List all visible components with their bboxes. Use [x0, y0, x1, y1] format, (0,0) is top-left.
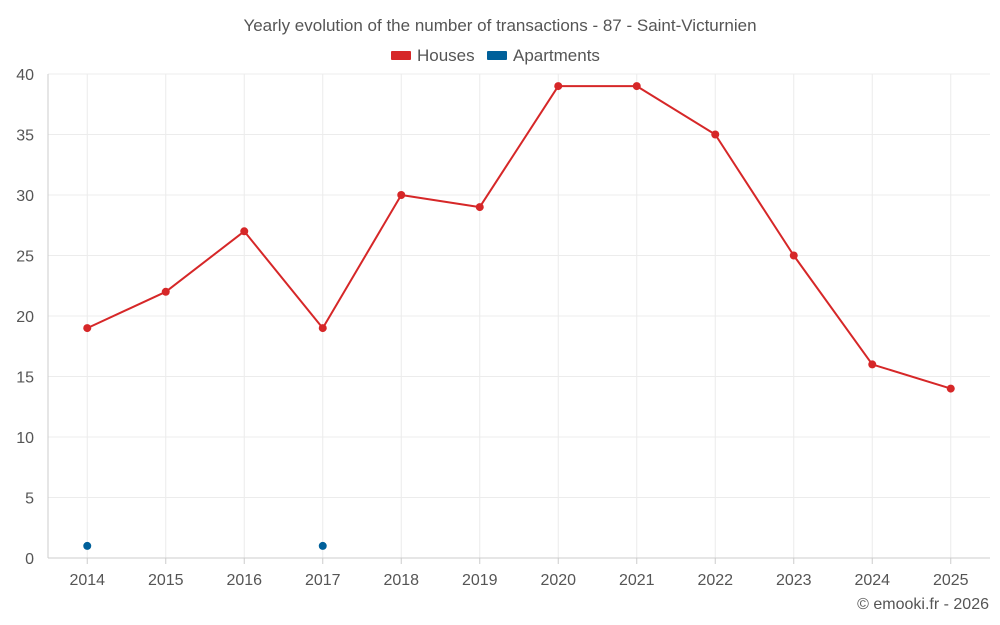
x-tick-label-2025: 2025 [933, 572, 969, 589]
series-line-houses [86, 85, 952, 390]
x-tick-label-2023: 2023 [776, 572, 812, 589]
x-tick-label-2019: 2019 [462, 572, 498, 589]
x-tick-label-2018: 2018 [383, 572, 419, 589]
legend-item-apartments[interactable]: Apartments [487, 46, 600, 65]
data-point-houses-2023 [789, 251, 798, 260]
data-point-houses-2025 [946, 384, 955, 393]
footer-credit: © emooki.fr - 2026 [857, 596, 989, 613]
x-tick-label-2022: 2022 [697, 572, 733, 589]
x-tick-label-2024: 2024 [854, 572, 890, 589]
y-tick-label-20: 20 [16, 309, 34, 326]
data-point-houses-2015 [161, 287, 170, 296]
data-point-houses-2024 [868, 360, 877, 369]
data-point-houses-2017 [318, 324, 327, 333]
data-point-houses-2019 [475, 203, 484, 212]
legend-item-houses[interactable]: Houses [391, 46, 475, 65]
grid [48, 73, 990, 558]
data-point-houses-2021 [632, 82, 641, 91]
legend-label-apartments: Apartments [513, 46, 600, 65]
x-tick-label-2020: 2020 [540, 572, 576, 589]
legend-swatch-apartments [487, 51, 507, 60]
y-tick-label-5: 5 [25, 491, 34, 508]
chart-title: Yearly evolution of the number of transa… [243, 16, 756, 35]
legend-label-houses: Houses [417, 46, 475, 65]
y-tick-label-35: 35 [16, 128, 34, 145]
series [83, 82, 955, 550]
data-point-houses-2020 [554, 82, 563, 91]
y-tick-label-0: 0 [25, 551, 34, 568]
y-tick-label-15: 15 [16, 370, 34, 387]
x-tick-label-2016: 2016 [226, 572, 262, 589]
x-tick-label-2015: 2015 [148, 572, 184, 589]
data-point-houses-2014 [83, 324, 92, 333]
y-tick-label-30: 30 [16, 188, 34, 205]
data-point-houses-2016 [240, 227, 249, 236]
x-tick-label-2014: 2014 [69, 572, 105, 589]
data-point-houses-2022 [711, 130, 720, 139]
y-tick-label-10: 10 [16, 430, 34, 447]
data-point-apartments-2017 [318, 541, 327, 550]
legend-swatch-houses [391, 51, 411, 60]
x-tick-label-2021: 2021 [619, 572, 655, 589]
x-tick-label-2017: 2017 [305, 572, 341, 589]
data-point-houses-2018 [397, 191, 406, 199]
legend: Houses Apartments [391, 46, 600, 65]
y-tick-label-40: 40 [16, 67, 34, 84]
y-tick-label-25: 25 [16, 249, 34, 266]
data-point-apartments-2014 [83, 541, 92, 550]
